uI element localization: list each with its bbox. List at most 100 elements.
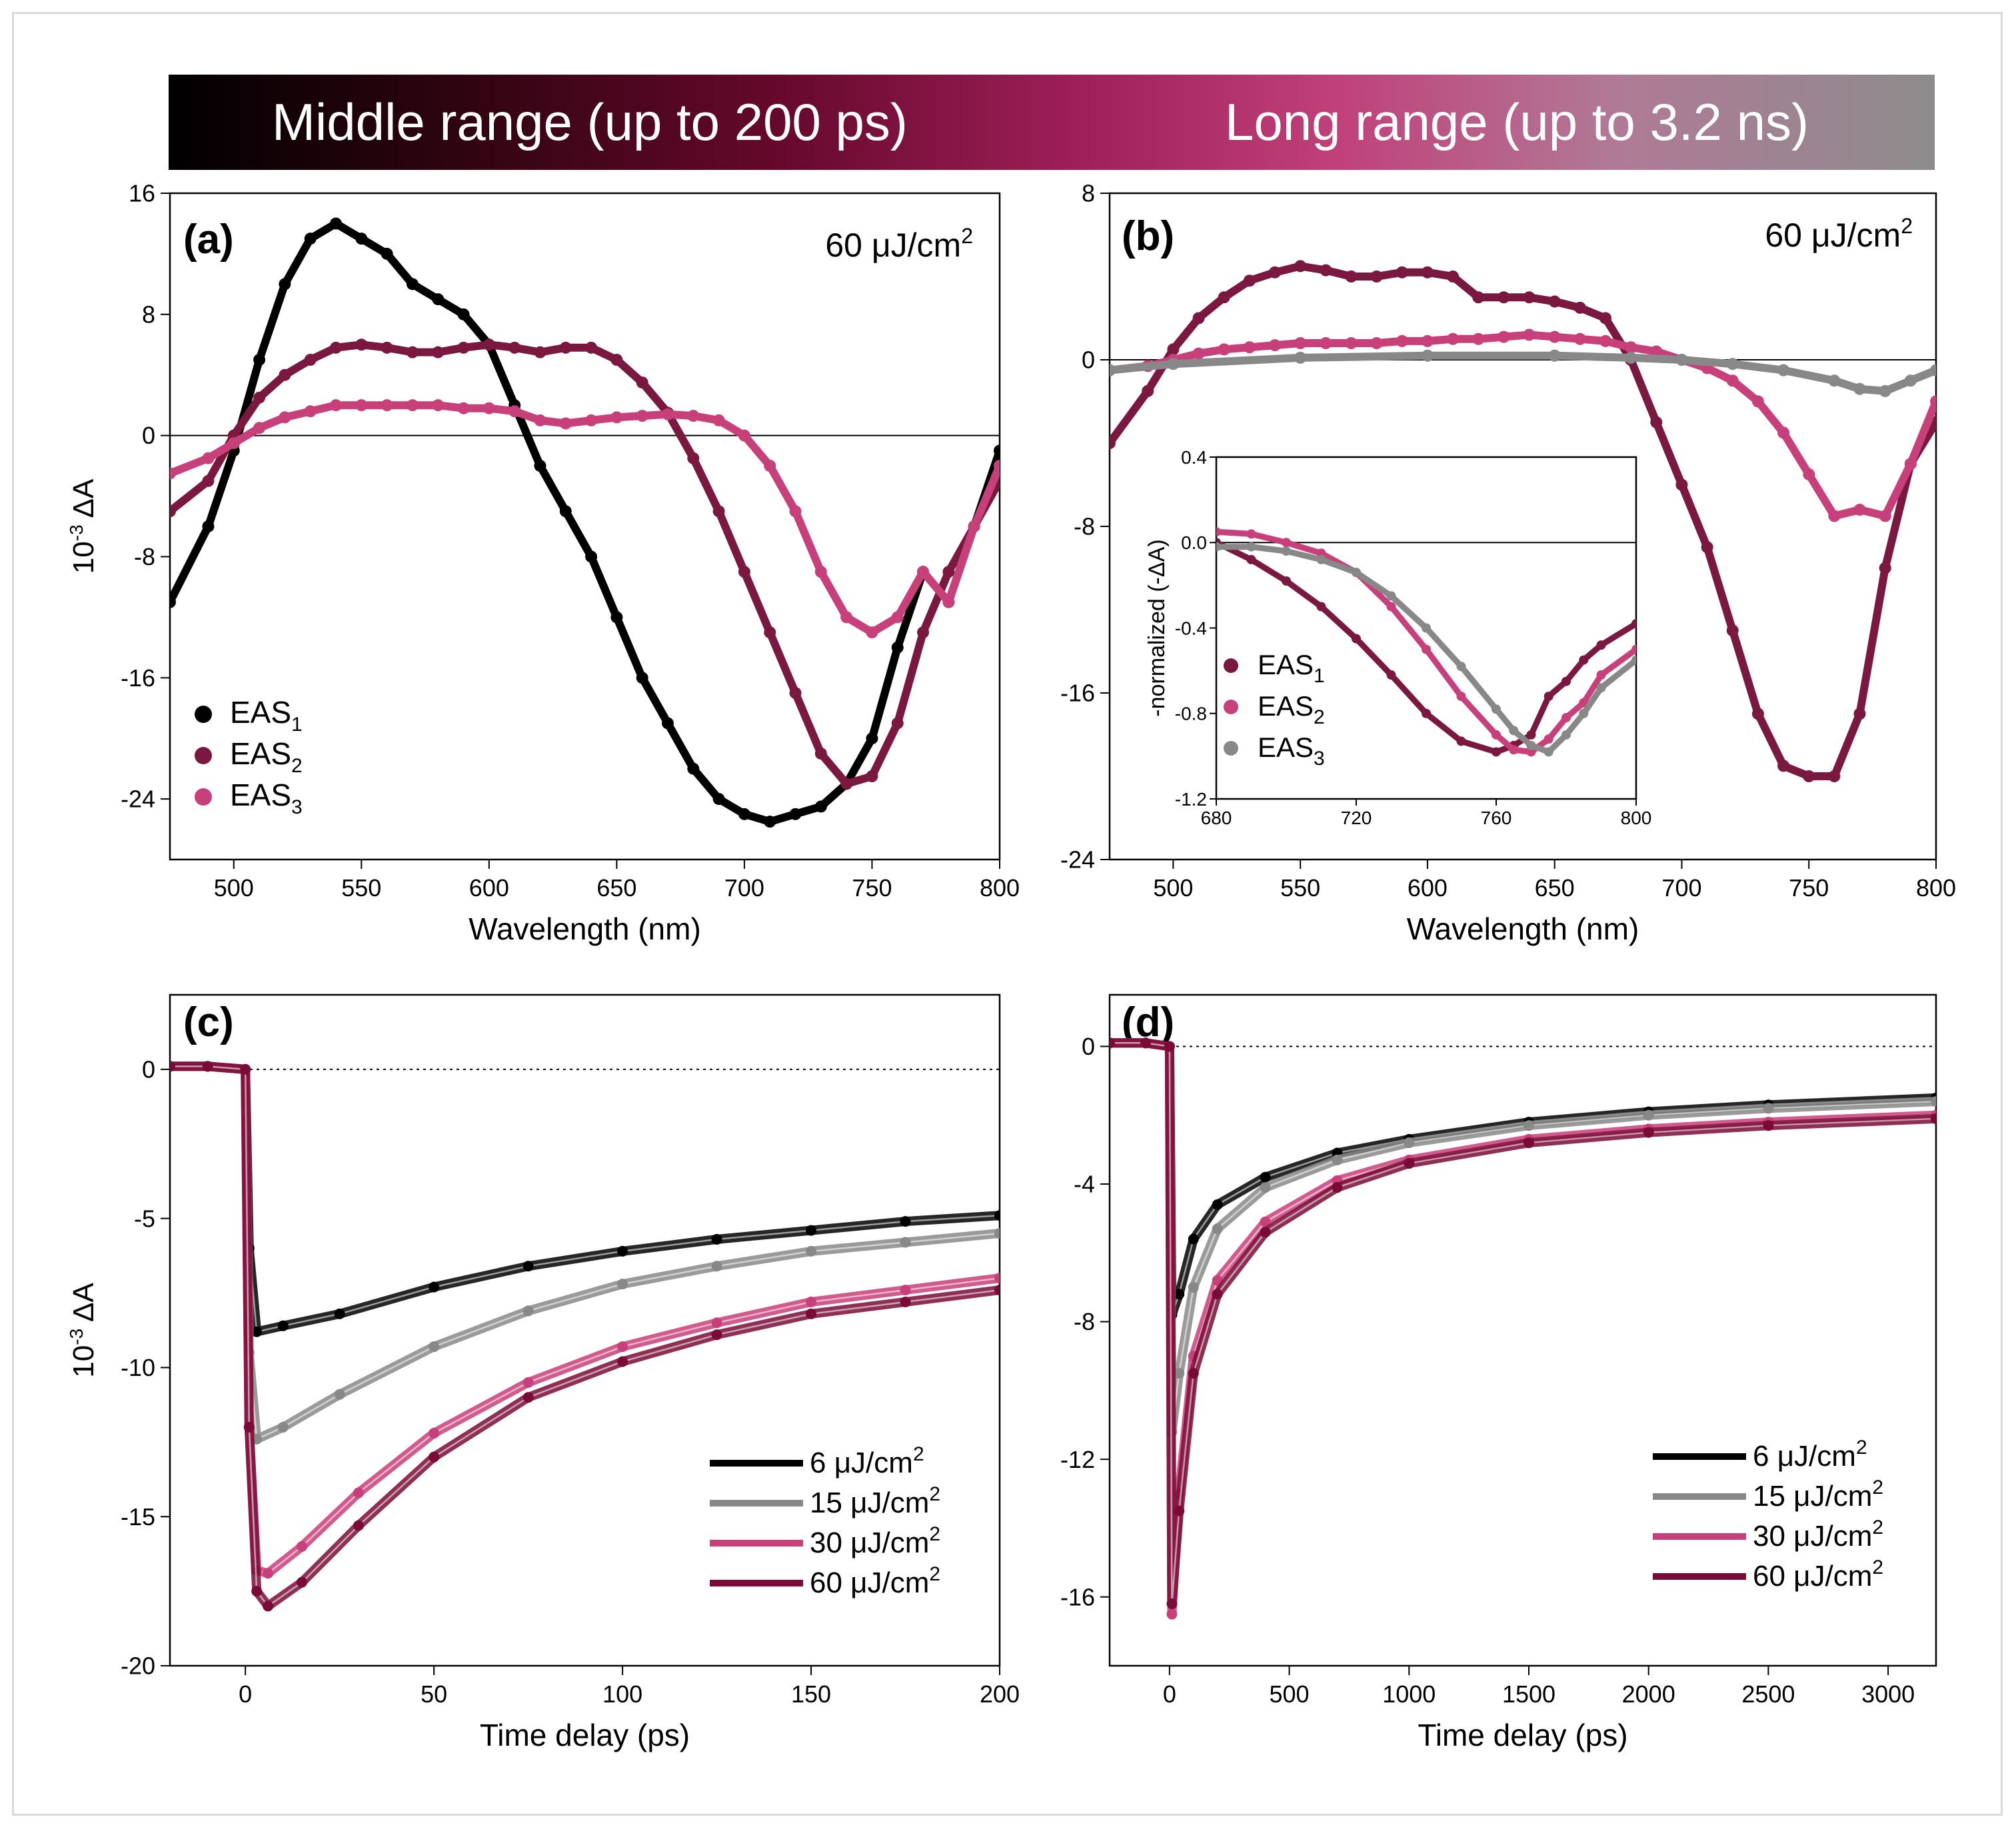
y-tick-label: -24 xyxy=(1060,846,1095,874)
data-point-EAS1 xyxy=(1879,562,1891,574)
y-tick-label: 0 xyxy=(1082,346,1095,374)
data-point-EAS1 xyxy=(1543,692,1553,702)
legend-label: 30 μJ/cm2 xyxy=(1753,1517,1883,1552)
data-point-EAS1 xyxy=(279,278,291,291)
data-point-EAS1 xyxy=(1777,760,1790,772)
data-point-EAS2 xyxy=(1422,644,1431,654)
chart-panel-b: 500 550 600 650 700 750 800 8 0 -8 -16 -24 Wavelengt… xyxy=(1060,180,1956,946)
y-tick-label: -15 xyxy=(121,1503,155,1530)
y-tick-label: 0.0 xyxy=(1181,532,1207,553)
data-point-60 μJ/cm2 xyxy=(263,1600,274,1612)
data-point-60 μJ/cm2 xyxy=(994,1285,1000,1296)
data-point-EAS1 xyxy=(1320,264,1332,277)
data-point-EAS1 xyxy=(559,505,572,518)
data-point-EAS2 xyxy=(1726,374,1739,387)
y-tick-label: -16 xyxy=(1060,1583,1095,1610)
y-axis-label: 10-3 ΔA xyxy=(66,1283,100,1378)
y-tick-label: -8 xyxy=(134,543,155,570)
data-point-EAS3 xyxy=(253,422,266,434)
y-tick-label: -20 xyxy=(121,1652,155,1680)
legend-marker xyxy=(1224,741,1238,756)
data-point-EAS3 xyxy=(1167,358,1180,370)
data-point-EAS3 xyxy=(1492,704,1501,714)
data-point-EAS1 xyxy=(1269,266,1281,279)
legend-label: EAS1 xyxy=(1258,649,1325,687)
data-point-EAS1 xyxy=(1523,291,1535,304)
data-point-60 μJ/cm2 xyxy=(353,1520,364,1531)
y-tick-label: 16 xyxy=(129,180,155,207)
data-point-15 μJ/cm2 xyxy=(994,1228,1000,1239)
data-point-EAS3 xyxy=(1930,364,1936,376)
data-point-EAS1 xyxy=(994,444,1000,457)
data-point-EAS2 xyxy=(1282,538,1291,548)
data-point-60 μJ/cm2 xyxy=(900,1296,911,1307)
figure-frame xyxy=(12,12,2003,1816)
y-tick-label: 8 xyxy=(1082,180,1095,207)
data-point-EAS2 xyxy=(1930,395,1936,408)
data-point-EAS3 xyxy=(712,414,725,426)
data-point-EAS2 xyxy=(355,338,368,351)
data-point-EAS3 xyxy=(1561,730,1571,740)
data-point-EAS2 xyxy=(1599,334,1611,347)
data-point-EAS2 xyxy=(1269,339,1281,352)
data-point-6 μJ/cm2 xyxy=(277,1320,289,1331)
data-point-EAS1 xyxy=(585,550,598,563)
data-point-60 μJ/cm2 xyxy=(1164,1041,1175,1052)
data-point-EAS1 xyxy=(1396,266,1408,279)
data-point-EAS2 xyxy=(738,566,750,578)
data-point-EAS3 xyxy=(840,611,853,624)
data-point-60 μJ/cm2 xyxy=(1260,1227,1271,1238)
data-point-EAS2 xyxy=(1751,395,1764,408)
legend: 6 μJ/cm2 15 μJ/cm2 30 μJ/cm2 60 μJ/cm2 xyxy=(1653,1437,1883,1592)
x-tick-label: 550 xyxy=(1280,874,1320,902)
data-point-30 μJ/cm2 xyxy=(429,1427,440,1439)
data-point-30 μJ/cm2 xyxy=(994,1273,1000,1284)
data-point-60 μJ/cm2 xyxy=(1174,1505,1185,1517)
data-point-EAS3 xyxy=(789,505,802,518)
data-point-EAS2 xyxy=(764,626,776,639)
data-point-EAS1 xyxy=(1828,770,1841,782)
data-point-EAS3 xyxy=(170,467,176,480)
x-axis-label: Wavelength (nm) xyxy=(1407,912,1639,946)
data-point-EAS1 xyxy=(1526,730,1536,740)
x-tick-label: 500 xyxy=(214,874,254,902)
x-tick-label: 500 xyxy=(1270,1680,1310,1708)
data-point-EAS1 xyxy=(1631,619,1636,629)
data-point-30 μJ/cm2 xyxy=(1260,1216,1271,1227)
data-point-EAS3 xyxy=(738,429,750,442)
series-EAS3 xyxy=(1216,544,1636,755)
x-tick-label: 800 xyxy=(1621,808,1652,828)
data-point-EAS2 xyxy=(1543,734,1553,744)
data-point-EAS1 xyxy=(1456,736,1466,746)
data-point-EAS2 xyxy=(1320,337,1332,349)
series-EAS1 xyxy=(1216,539,1636,755)
y-tick-label: -8 xyxy=(1074,513,1095,540)
y-tick-label: -10 xyxy=(121,1354,155,1381)
data-point-60 μJ/cm2 xyxy=(806,1308,817,1319)
data-point-60 μJ/cm2 xyxy=(240,1063,251,1075)
data-point-EAS2 xyxy=(1421,334,1434,347)
data-point-EAS3 xyxy=(585,414,598,426)
y-tick-label: -1.2 xyxy=(1175,789,1207,810)
y-tick-label: -5 xyxy=(134,1205,155,1232)
data-point-EAS1 xyxy=(457,308,470,320)
data-point-EAS3 xyxy=(1246,542,1256,552)
x-tick-label: 500 xyxy=(1153,874,1193,902)
data-point-EAS3 xyxy=(687,410,700,422)
fit-line-60 μJ/cm2 xyxy=(1110,1042,1936,1604)
data-point-EAS1 xyxy=(1853,708,1866,720)
data-point-EAS2 xyxy=(170,505,176,518)
fluence-annotation: 60 μJ/cm2 xyxy=(825,224,973,264)
data-point-EAS2 xyxy=(1803,468,1815,480)
y-tick-label: -0.4 xyxy=(1175,618,1207,638)
data-point-EAS1 xyxy=(712,793,725,806)
y-tick-label: 0 xyxy=(1082,1033,1095,1060)
x-tick-label: 800 xyxy=(1916,874,1956,902)
data-point-EAS3 xyxy=(1421,349,1434,362)
data-point-EAS1 xyxy=(764,816,776,828)
data-point-EAS1 xyxy=(662,717,674,730)
x-tick-label: 50 xyxy=(421,1680,447,1708)
data-point-EAS2 xyxy=(1246,529,1256,539)
legend-marker xyxy=(195,747,212,764)
data-point-EAS3 xyxy=(994,460,1000,472)
